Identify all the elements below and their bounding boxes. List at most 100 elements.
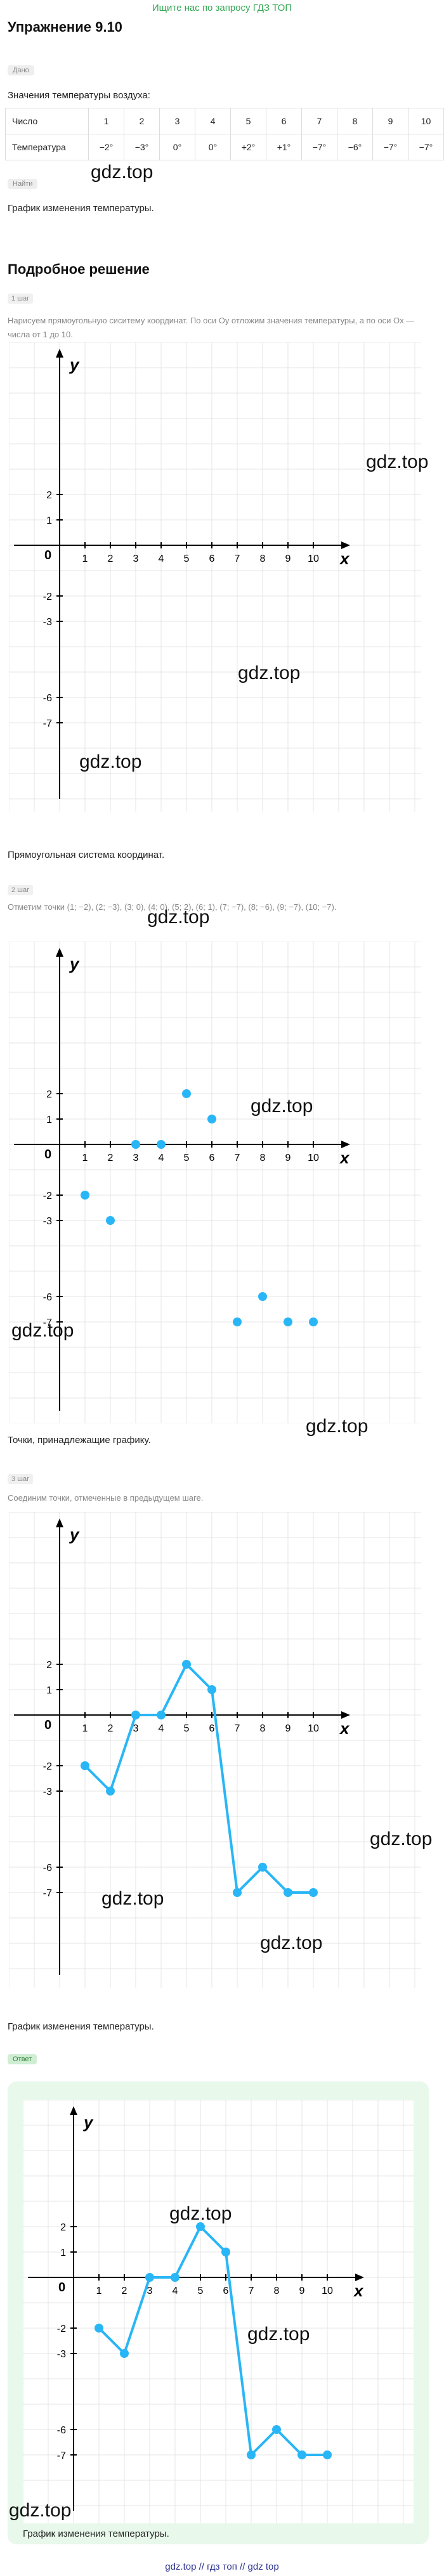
y-tick-label: -6 [43,1863,52,1874]
watermark: gdz.top [260,1932,323,1953]
watermark: gdz.top [101,1888,164,1909]
data-point [182,1089,191,1098]
find-chip: Найти [8,179,38,189]
x-tick-label: 6 [209,1153,215,1163]
x-tick-label: 9 [285,1723,291,1734]
watermark: gdz.top [79,751,142,772]
x-tick-label: 5 [198,2286,204,2296]
x-tick-label: 2 [108,1723,114,1734]
table-cell: 10 [408,108,444,134]
y-axis-arrow [56,948,63,957]
step-2-caption: Точки, принадлежащие графику. [8,1435,151,1446]
x-tick-label: 4 [159,553,164,564]
data-point [95,2324,103,2333]
x-tick-label: 6 [223,2286,229,2296]
answer-chart: x y 0 1 2 3 4 5 6 7 8 9 10 2 1 -2 -3 -6 -7 [23,2100,414,2523]
table-cell: +1° [266,134,302,160]
data-point [309,1888,318,1897]
y-tick-label: 1 [46,1115,52,1125]
x-tick-label: 10 [308,553,319,564]
table-cell: −7° [301,134,337,160]
footer-link[interactable]: gdz.top // гдз топ // gdz top [165,2561,279,2572]
x-tick-label: 3 [133,553,139,564]
step-2-chip: 2 шаг [8,885,34,895]
table-cell: 5 [230,108,266,134]
origin-label: 0 [44,548,51,562]
data-point [81,1191,89,1200]
step-3-caption: График изменения температуры. [8,2021,154,2032]
table-cell: 0° [195,134,231,160]
step-1-caption: Прямоугольная система координат. [8,850,165,860]
watermark: gdz.top [9,2500,72,2521]
y-tick-label: -6 [43,1292,52,1303]
data-point [284,1888,292,1897]
data-point [258,1863,267,1872]
data-point [207,1685,216,1694]
answer-caption: График изменения температуры. [23,2528,169,2539]
y-tick-label: 2 [46,490,52,501]
x-tick-label: 8 [260,553,266,564]
y-axis-label: y [69,355,80,374]
step-3-text: Соединим точки, отмеченные в предыдущем … [8,1493,204,1503]
table-cell: 6 [266,108,302,134]
table-cell: 7 [301,108,337,134]
table-cell: −7° [408,134,444,160]
x-tick-label: 7 [249,2286,254,2296]
data-point [233,1888,242,1897]
y-tick-label: -3 [57,2349,66,2360]
x-tick-label: 8 [274,2286,280,2296]
table-row: Число 1 2 3 4 5 6 7 8 9 10 [5,108,444,134]
watermark: gdz.top [247,2324,310,2345]
x-tick-label: 10 [322,2286,333,2296]
x-tick-label: 5 [184,1723,190,1734]
table-cell: 8 [337,108,373,134]
data-point [196,2222,205,2231]
x-tick-label: 2 [122,2286,127,2296]
given-chip: Дано [8,65,34,75]
x-tick-label: 1 [96,2286,102,2296]
x-tick-label: 1 [82,553,88,564]
y-tick-label: 1 [46,1685,52,1696]
table-cell: 2 [124,108,160,134]
data-point [81,1761,89,1770]
x-axis-label: x [339,549,350,568]
data-point [247,2450,256,2459]
data-point [323,2450,332,2459]
y-tick-label: -3 [43,1787,52,1797]
row-label-number: Число [5,108,89,134]
table-cell: −7° [372,134,408,160]
data-point [309,1317,318,1326]
data-point [157,1140,166,1149]
x-tick-label: 4 [159,1153,164,1163]
x-axis-arrow [355,2274,364,2281]
y-axis-label: y [69,1525,80,1544]
data-point [120,2349,129,2358]
origin-label: 0 [44,1718,51,1732]
data-point [297,2450,306,2459]
x-tick-label: 8 [260,1153,266,1163]
y-axis-label: y [82,2113,94,2132]
y-tick-label: -7 [43,718,52,729]
table-cell: −2° [88,134,124,160]
table-cell: −3° [124,134,160,160]
data-point [171,2273,180,2282]
step-1-chip: 1 шаг [8,294,34,304]
x-tick-label: 8 [260,1723,266,1734]
x-tick-label: 9 [285,1153,291,1163]
watermark: gdz.top [91,162,153,183]
watermark: gdz.top [11,1320,74,1341]
given-text: Значения температуры воздуха: [8,90,150,101]
x-tick-label: 5 [184,1153,190,1163]
temperature-line-chart: x y 0 1 2 3 4 5 6 7 8 9 10 2 1 -2 -3 -6 -7 [9,1512,421,1988]
y-tick-label: -6 [57,2425,66,2436]
x-axis-label: x [339,1148,350,1167]
watermark: gdz.top [366,451,429,472]
y-tick-label: 1 [46,515,52,526]
y-axis-label: y [69,954,80,973]
data-point [258,1292,267,1301]
top-banner[interactable]: Ищите нас по запросу ГДЗ ТОП [152,3,292,13]
data-point [131,1140,140,1149]
table-cell: +2° [230,134,266,160]
x-tick-label: 4 [159,1723,164,1734]
y-axis-arrow [70,2106,77,2115]
